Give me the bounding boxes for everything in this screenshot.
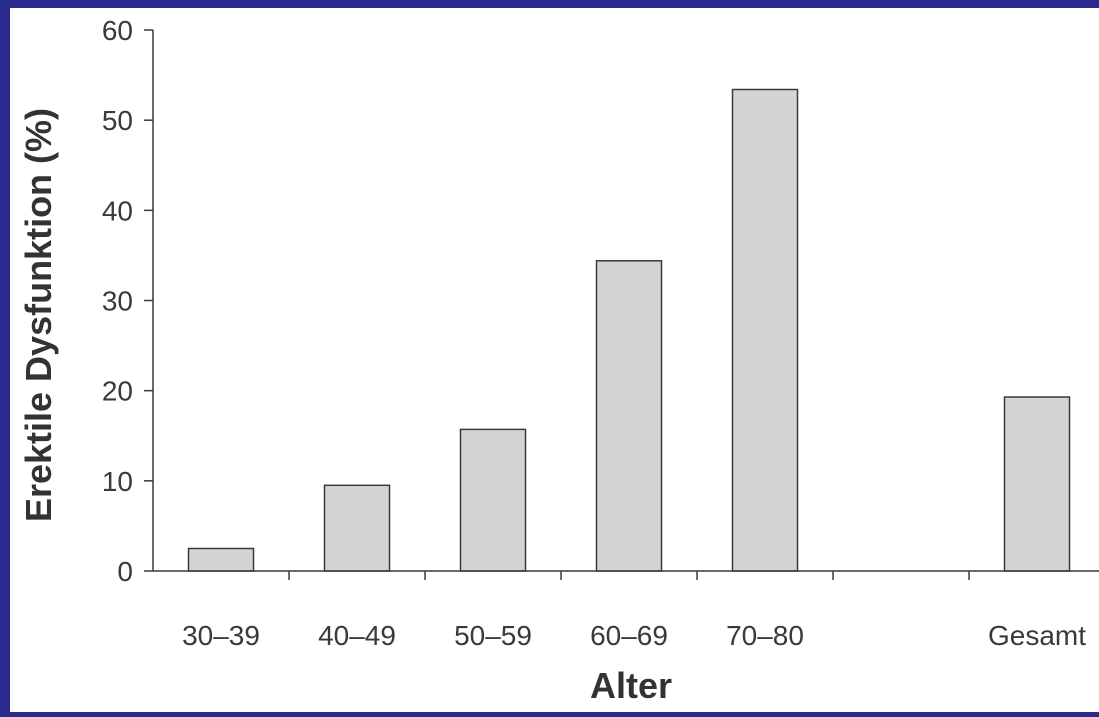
y-tick-label: 40: [102, 195, 133, 226]
x-tick-label: 50–59: [454, 620, 532, 651]
bar-chart: 0 10 20 30 40 50 60 30–39 40–49 50–59 60–69 70–80 Ge…: [18, 15, 1099, 706]
labels-group: 0 10 20 30 40 50 60 30–39 40–49 50–59 60–69 70–80 Ge…: [102, 15, 1086, 651]
bar: [459, 428, 527, 572]
x-axis-title: Alter: [590, 665, 672, 706]
x-tick-label: 60–69: [590, 620, 668, 651]
bar: [731, 88, 799, 572]
x-tick-label: 40–49: [318, 620, 396, 651]
bars-group: [187, 88, 1071, 572]
bar: [187, 547, 255, 572]
bar: [323, 484, 391, 572]
y-axis-title: Erektile Dysfunktion (%): [18, 108, 59, 522]
x-tick-label: Gesamt: [988, 620, 1086, 651]
y-tick-label: 30: [102, 286, 133, 317]
y-tick-label: 20: [102, 376, 133, 407]
y-tick-label: 0: [117, 556, 133, 587]
y-tick-label: 10: [102, 466, 133, 497]
x-tick-label: 30–39: [182, 620, 260, 651]
bar: [595, 260, 663, 572]
chart-canvas: 0 10 20 30 40 50 60 30–39 40–49 50–59 60–69 70–80 Ge…: [10, 8, 1099, 712]
y-tick-label: 60: [102, 15, 133, 46]
axes-group: [144, 29, 1099, 580]
x-tick-label: 70–80: [726, 620, 804, 651]
bar: [1003, 396, 1071, 572]
y-tick-label: 50: [102, 105, 133, 136]
